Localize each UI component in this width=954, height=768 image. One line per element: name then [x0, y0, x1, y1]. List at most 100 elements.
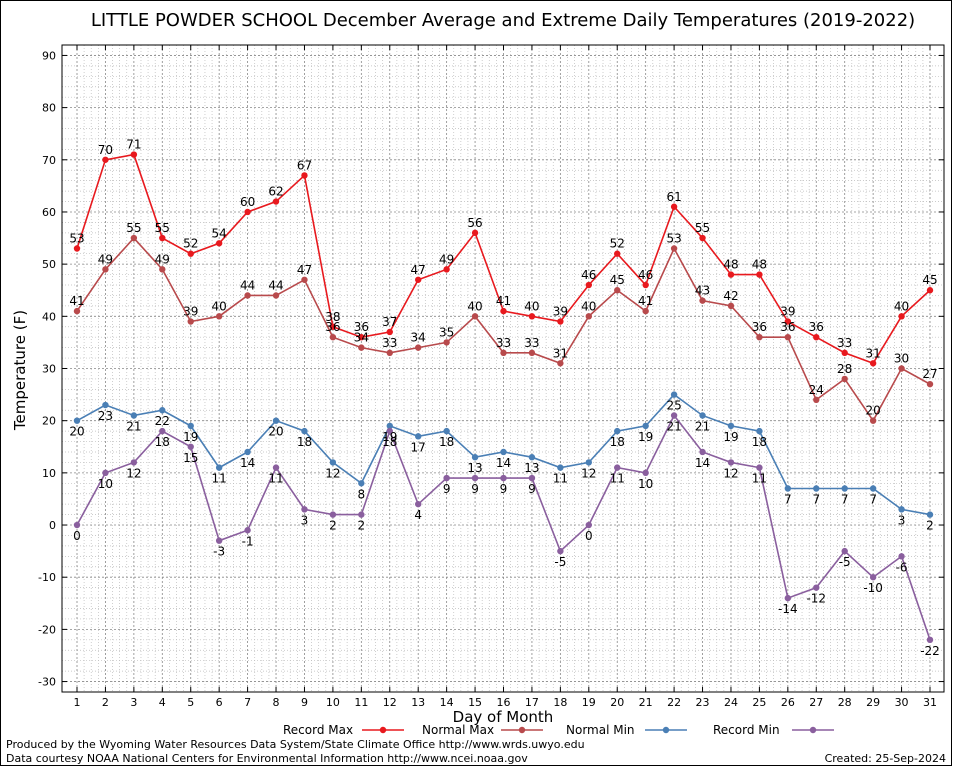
record-max-point: [471, 229, 479, 237]
x-tick-label: 18: [553, 696, 567, 709]
normal-max-data-label: 36: [325, 320, 340, 334]
normal-max-data-label: 40: [581, 299, 596, 313]
normal-min-data-label: 19: [638, 430, 653, 444]
record-max-data-label: 48: [723, 258, 738, 272]
x-tick-label: 10: [326, 696, 340, 709]
record-min-data-label: -3: [213, 545, 225, 559]
record-min-data-label: -14: [778, 602, 798, 616]
normal-min-data-label: 25: [666, 399, 681, 413]
record-max-data-label: 40: [524, 299, 539, 313]
record-max-data-label: 52: [183, 237, 198, 251]
normal-min-data-label: 12: [581, 466, 596, 480]
record-min-data-label: -22: [920, 644, 940, 658]
record-min-data-label: -10: [863, 581, 883, 595]
record-max-data-label: 55: [155, 221, 170, 235]
y-tick-label: -30: [38, 676, 56, 689]
normal-max-data-label: 53: [666, 231, 681, 245]
normal-max-data-label: 49: [98, 252, 113, 266]
legend-marker-record-min: [809, 726, 817, 734]
y-tick-label: 0: [49, 519, 56, 532]
x-tick-label: 17: [525, 696, 539, 709]
record-min-data-label: 0: [73, 529, 81, 543]
normal-min-point: [528, 454, 536, 461]
record-min-data-label: -12: [806, 592, 826, 606]
x-tick-label: 1: [74, 696, 81, 709]
record-max-data-label: 71: [126, 138, 141, 152]
record-max-data-label: 49: [439, 252, 454, 266]
record-max-data-label: 41: [496, 294, 511, 308]
record-min-data-label: 11: [268, 472, 283, 486]
legend-label-normal-min: Normal Min: [566, 723, 635, 737]
normal-max-point: [926, 380, 934, 388]
record-max-data-label: 46: [638, 268, 653, 282]
record-min-point: [443, 474, 450, 482]
normal-min-point: [443, 427, 450, 435]
y-tick-label: 30: [42, 363, 56, 376]
normal-max-data-label: 44: [240, 278, 255, 292]
record-max-point: [585, 281, 592, 289]
normal-min-point: [329, 459, 337, 466]
normal-min-data-label: 21: [695, 419, 710, 433]
record-max-data-label: 70: [98, 143, 113, 157]
legend: Record Max Normal Max Normal Min Record Min: [283, 723, 834, 737]
normal-max-point: [301, 276, 308, 283]
record-min-point: [329, 511, 337, 518]
record-max-point: [813, 333, 820, 341]
record-max-point: [443, 266, 450, 273]
record-min-point: [841, 547, 848, 555]
record-max-data-label: 55: [695, 221, 710, 235]
record-min-data-label: 11: [610, 472, 625, 486]
normal-max-point: [557, 360, 564, 367]
record-min-data-label: -5: [554, 555, 566, 569]
y-tick-label: -10: [38, 571, 56, 584]
normal-max-data-label: 20: [865, 404, 880, 418]
normal-min-point: [869, 485, 877, 492]
record-min-data-label: 10: [98, 477, 113, 491]
normal-min-point: [784, 485, 792, 492]
footer-produced-by: Produced by the Wyoming Water Resources …: [6, 738, 585, 751]
record-max-data-label: 46: [581, 268, 596, 282]
x-tick-label: 16: [497, 696, 511, 709]
record-max-data-label: 45: [922, 273, 937, 287]
record-max-point: [301, 172, 308, 179]
normal-max-point: [329, 333, 337, 341]
record-min-point: [557, 547, 564, 555]
legend-marker-record-max: [379, 726, 387, 734]
normal-max-data-label: 40: [212, 299, 227, 313]
record-min-point: [869, 574, 877, 581]
record-max-data-label: 33: [837, 336, 852, 350]
normal-max-point: [614, 287, 621, 294]
series-layer: [73, 151, 934, 644]
normal-max-point: [215, 313, 223, 320]
normal-min-data-label: 7: [869, 493, 877, 507]
record-min-data-label: -5: [839, 555, 851, 569]
x-tick-label: 25: [752, 696, 766, 709]
normal-max-point: [642, 307, 649, 315]
normal-min-data-label: 11: [553, 472, 568, 486]
normal-min-point: [670, 391, 678, 398]
record-min-point: [159, 427, 166, 435]
normal-min-data-label: 7: [812, 493, 820, 507]
record-min-point: [585, 521, 592, 529]
record-max-data-label: 67: [297, 158, 312, 172]
record-min-data-label: 12: [723, 466, 738, 480]
normal-min-data-label: 18: [752, 435, 767, 449]
normal-max-point: [841, 375, 848, 383]
record-max-data-label: 60: [240, 195, 255, 209]
x-tick-label: 26: [781, 696, 795, 709]
normal-max-data-label: 34: [411, 331, 426, 345]
normal-max-point: [244, 292, 251, 299]
normal-min-data-label: 17: [411, 440, 426, 454]
normal-min-point: [614, 427, 621, 435]
record-min-data-label: -1: [242, 534, 254, 548]
record-min-data-label: 21: [666, 419, 681, 433]
record-min-point: [813, 584, 820, 591]
record-max-point: [244, 208, 251, 216]
normal-min-point: [841, 485, 848, 492]
record-min-point: [898, 553, 905, 560]
normal-max-point: [528, 349, 536, 357]
normal-max-point: [415, 344, 422, 351]
normal-max-point: [869, 417, 877, 424]
normal-min-data-label: 3: [898, 513, 906, 527]
legend-label-normal-max: Normal Max: [422, 723, 494, 737]
